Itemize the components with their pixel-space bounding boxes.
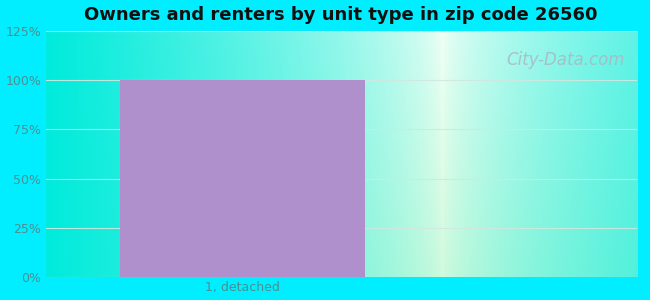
Text: City-Data.com: City-Data.com [507,51,625,69]
Title: Owners and renters by unit type in zip code 26560: Owners and renters by unit type in zip c… [84,6,598,24]
Bar [120,80,365,277]
